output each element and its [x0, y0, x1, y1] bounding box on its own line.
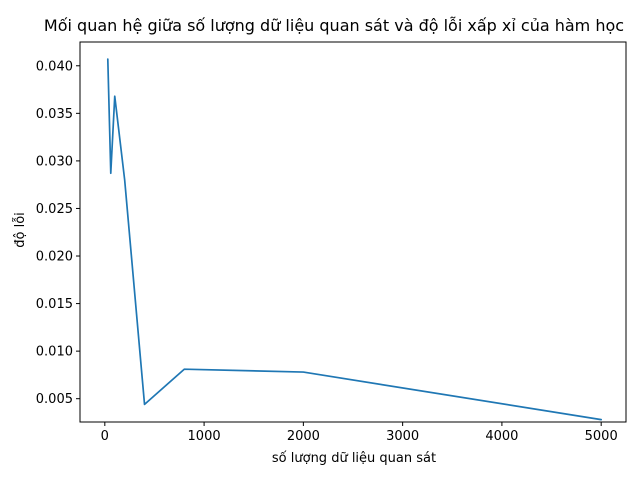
- chart-title: Mối quan hệ giữa số lượng dữ liệu quan s…: [44, 16, 624, 35]
- y-tick-label: 0.040: [36, 59, 73, 74]
- y-axis-label: độ lỗi: [13, 212, 28, 248]
- y-tick-label: 0.025: [36, 202, 73, 217]
- x-axis-label: số lượng dữ liệu quan sát: [272, 451, 436, 466]
- plot-area: 0 1000 2000 3000 4000 5000 0.005 0.010 0.015 0.02…: [36, 41, 627, 444]
- y-tick-label: 0.010: [36, 345, 73, 360]
- x-tick-label: 5000: [585, 429, 618, 444]
- y-tick-label: 0.015: [36, 297, 73, 312]
- x-tick-label: 1000: [188, 429, 221, 444]
- y-tick-label: 0.035: [36, 107, 73, 122]
- x-tick-label: 3000: [386, 429, 419, 444]
- series-line-0: [106, 58, 603, 421]
- plot-frame: [79, 41, 627, 423]
- x-tick-label: 2000: [287, 429, 320, 444]
- x-tick-label: 0: [101, 429, 109, 444]
- y-tick-label: 0.005: [36, 392, 73, 407]
- y-tick-label: 0.020: [36, 250, 73, 265]
- x-tick-label: 4000: [485, 429, 518, 444]
- y-tick-label: 0.030: [36, 154, 73, 169]
